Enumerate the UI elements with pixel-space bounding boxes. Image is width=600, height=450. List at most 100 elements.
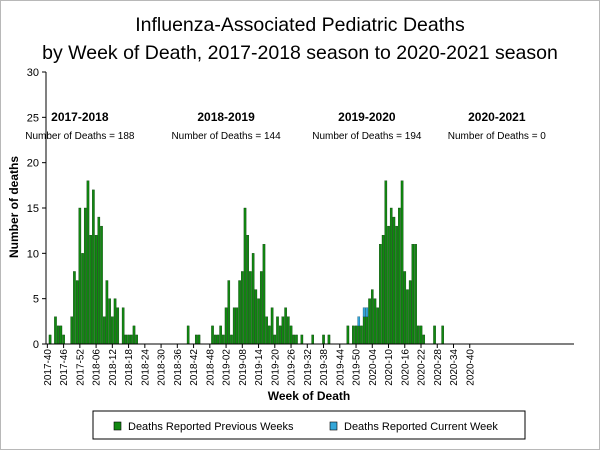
bar-previous-weeks: [102, 316, 106, 345]
bar-previous-weeks: [379, 244, 382, 345]
bar-previous-weeks: [186, 325, 190, 345]
bar-previous-weeks: [281, 316, 285, 345]
bar-previous-weeks: [384, 180, 388, 345]
bar-previous-weeks: [273, 334, 277, 345]
bar-previous-weeks: [86, 180, 90, 345]
bar-previous-weeks: [249, 271, 252, 345]
x-tick-label: 2018-30: [157, 349, 168, 386]
x-axis-label: Week of Death: [268, 389, 350, 403]
legend-box: [92, 410, 526, 440]
x-tick-label: 2018-18: [124, 349, 135, 386]
x-tick-label: 2017-40: [43, 349, 54, 386]
x-tick-label: 2020-22: [417, 349, 428, 386]
bar-previous-weeks: [111, 316, 114, 345]
x-axis-ticks: 2017-40 2017-46 2017-52 2018-06 2018-12 2018-…: [43, 344, 476, 386]
bar-previous-weeks: [246, 235, 250, 345]
bar-previous-weeks: [419, 325, 423, 345]
legend: Deaths Reported Previous Weeks Deaths Re…: [92, 410, 526, 440]
bar-previous-weeks: [105, 280, 109, 345]
bar-previous-weeks: [411, 244, 415, 345]
bar-previous-weeks: [270, 307, 274, 345]
season-name: 2018-2019: [197, 110, 255, 124]
bar-previous-weeks: [262, 244, 266, 345]
season-name: 2019-2020: [338, 110, 396, 124]
bar-previous-weeks: [116, 307, 120, 345]
y-tick-label: 20: [27, 158, 39, 170]
bar-previous-weeks: [395, 225, 398, 345]
bar-previous-weeks: [373, 298, 377, 345]
bar-previous-weeks: [292, 334, 296, 345]
bar-previous-weeks: [251, 253, 255, 345]
x-tick-label: 2020-10: [384, 349, 395, 386]
bar-previous-weeks: [197, 334, 201, 345]
season-name: 2020-2021: [468, 110, 526, 124]
season-death-count: Number of Deaths = 0: [448, 131, 547, 142]
bar-previous-weeks: [135, 334, 138, 345]
x-tick-label: 2017-52: [75, 349, 86, 386]
bar-previous-weeks: [346, 325, 350, 345]
y-tick-label: 0: [33, 339, 39, 351]
season-death-count: Number of Deaths = 188: [25, 131, 135, 142]
legend-swatch-current: [329, 421, 338, 431]
x-tick-label: 2020-04: [368, 349, 379, 386]
bar-previous-weeks: [268, 325, 271, 345]
y-tick-label: 25: [27, 112, 39, 124]
bar-previous-weeks: [376, 307, 379, 345]
x-tick-label: 2018-06: [92, 349, 103, 386]
bar-previous-weeks: [257, 298, 260, 345]
bar-previous-weeks: [284, 307, 287, 345]
y-tick-label: 15: [27, 203, 39, 215]
x-tick-label: 2019-32: [303, 349, 314, 386]
bar-previous-weeks: [194, 334, 198, 345]
bar-previous-weeks: [219, 325, 222, 345]
bar-previous-weeks: [54, 316, 57, 345]
bar-previous-weeks: [216, 334, 220, 345]
bar-previous-weeks: [81, 253, 84, 345]
bar-previous-weeks: [75, 280, 79, 345]
bar-previous-weeks: [73, 271, 76, 345]
bar-previous-weeks: [433, 325, 436, 345]
bar-previous-weeks: [254, 289, 258, 345]
bar-previous-weeks: [130, 334, 133, 345]
bar-previous-weeks: [406, 289, 409, 345]
bar-previous-weeks: [92, 189, 95, 345]
x-tick-label: 2018-24: [140, 349, 151, 386]
bar-previous-weeks: [235, 307, 239, 345]
bar-previous-weeks: [362, 316, 366, 345]
bar-previous-weeks: [278, 325, 282, 345]
bar-previous-weeks: [127, 334, 130, 345]
y-tick-label: 30: [27, 67, 39, 79]
x-tick-label: 2019-08: [238, 349, 249, 386]
x-tick-label: 2017-46: [59, 349, 70, 386]
bar-current-week: [357, 316, 361, 327]
season-labels: 2017-2018 Number of Deaths = 188 2018-2019…: [25, 110, 546, 142]
chart-title-line-1: Influenza-Associated Pediatric Deaths: [135, 14, 465, 36]
bar-previous-weeks: [259, 271, 263, 345]
bar-previous-weeks: [241, 271, 244, 345]
bar-previous-weeks: [417, 325, 420, 345]
y-tick-label: 5: [33, 294, 39, 306]
bar-previous-weeks: [408, 280, 412, 345]
bar-previous-weeks: [276, 316, 279, 345]
x-tick-label: 2018-36: [173, 349, 184, 386]
bar-previous-weeks: [354, 325, 358, 345]
bar-previous-weeks: [94, 235, 98, 345]
x-tick-label: 2018-12: [108, 349, 119, 386]
bar-previous-weeks: [352, 325, 355, 345]
x-tick-label: 2019-14: [254, 349, 265, 386]
bar-previous-weeks: [124, 334, 128, 345]
bar-previous-weeks: [370, 289, 374, 345]
bar-previous-weeks: [295, 334, 298, 345]
bar-previous-weeks: [368, 298, 371, 345]
y-axis-label: Number of deaths: [7, 156, 21, 258]
bar-previous-weeks: [62, 334, 65, 345]
bar-previous-weeks: [97, 216, 101, 345]
season-death-count: Number of Deaths = 144: [171, 131, 281, 142]
legend-label-current: Deaths Reported Current Week: [344, 421, 498, 433]
bar-previous-weeks: [389, 207, 393, 345]
bar-previous-weeks: [289, 325, 293, 345]
bar-previous-weeks: [300, 334, 304, 345]
x-tick-label: 2018-48: [205, 349, 216, 386]
legend-label-previous: Deaths Reported Previous Weeks: [128, 421, 294, 433]
